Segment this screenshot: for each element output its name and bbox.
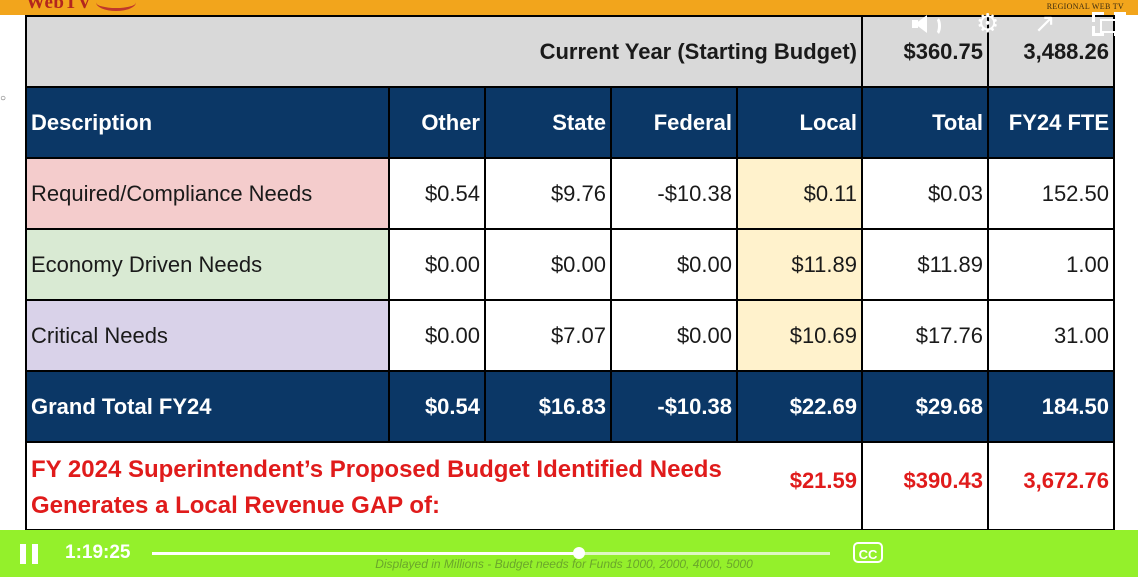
cell-other: $0.54 (388, 157, 486, 230)
grand-total-local: $22.69 (736, 370, 863, 443)
cell-other: $0.00 (388, 299, 486, 372)
closed-captions-icon[interactable]: CC (853, 542, 883, 563)
col-fte: FY24 FTE (987, 86, 1115, 159)
revenue-gap-local: $21.59 (737, 441, 863, 531)
cell-local: $11.89 (736, 228, 863, 301)
cell-total: $11.89 (861, 228, 989, 301)
logo-swoosh (96, 0, 136, 11)
settings-gear-icon[interactable]: ⚙ (976, 8, 1000, 38)
row-description: Critical Needs (25, 299, 390, 372)
cell-federal: $0.00 (610, 228, 738, 301)
pause-icon[interactable] (20, 544, 40, 564)
cursor-icon: ○ (0, 93, 7, 104)
col-other: Other (388, 86, 486, 159)
playback-time: 1:19:25 (65, 542, 131, 563)
col-total: Total (861, 86, 989, 159)
table-row: Economy Driven Needs $0.00 $0.00 $0.00 $… (25, 228, 1115, 301)
cell-federal: $0.00 (610, 299, 738, 372)
regional-web-tv-label: REGIONAL WEB TV (1046, 2, 1124, 11)
revenue-gap-fte: 3,672.76 (987, 441, 1115, 531)
cell-state: $0.00 (484, 228, 612, 301)
volume-speaker-cone (915, 15, 927, 33)
grand-total-fte: 184.50 (987, 370, 1115, 443)
cell-fte: 31.00 (987, 299, 1115, 372)
col-description: Description (25, 86, 390, 159)
col-federal: Federal (610, 86, 738, 159)
video-control-bar: 1:19:25 CC (0, 530, 1138, 577)
grand-total-other: $0.54 (388, 370, 486, 443)
budget-needs-table: Current Year (Starting Budget) $360.75 3… (25, 15, 1115, 531)
grand-total-row: Grand Total FY24 $0.54 $16.83 -$10.38 $2… (25, 370, 1115, 443)
cell-state: $7.07 (484, 299, 612, 372)
fullscreen-icon[interactable] (1092, 12, 1126, 36)
revenue-gap-row: FY 2024 Superintendent’s Proposed Budget… (25, 441, 1115, 531)
current-year-row: Current Year (Starting Budget) $360.75 3… (25, 15, 1115, 88)
budget-caption: Displayed in Millions - Budget needs for… (375, 557, 753, 571)
seek-bar-thumb[interactable] (573, 547, 586, 559)
cell-total: $17.76 (861, 299, 989, 372)
row-description: Economy Driven Needs (25, 228, 390, 301)
column-header-row: Description Other State Federal Local To… (25, 86, 1115, 159)
webtv-logo: WebTV (26, 0, 92, 13)
broadcast-banner: WebTV REGIONAL WEB TV (0, 0, 1138, 15)
cell-total: $0.03 (861, 157, 989, 230)
current-year-label: Current Year (Starting Budget) (25, 15, 863, 88)
row-description: Required/Compliance Needs (25, 157, 390, 230)
grand-total-label: Grand Total FY24 (25, 370, 390, 443)
col-state: State (484, 86, 612, 159)
table-row: Critical Needs $0.00 $7.07 $0.00 $10.69 … (25, 299, 1115, 372)
cell-local: $10.69 (736, 299, 863, 372)
volume-wave (930, 16, 941, 36)
revenue-gap-label: FY 2024 Superintendent’s Proposed Budget… (25, 441, 737, 531)
col-local: Local (736, 86, 863, 159)
grand-total-federal: -$10.38 (610, 370, 738, 443)
revenue-gap-total: $390.43 (861, 441, 989, 531)
seek-bar-progress (152, 552, 580, 555)
seek-bar[interactable] (152, 547, 830, 559)
grand-total-state: $16.83 (484, 370, 612, 443)
grand-total-total: $29.68 (861, 370, 989, 443)
share-icon[interactable]: ↗ (1034, 8, 1056, 38)
cell-other: $0.00 (388, 228, 486, 301)
cell-state: $9.76 (484, 157, 612, 230)
cell-local: $0.11 (736, 157, 863, 230)
cell-fte: 152.50 (987, 157, 1115, 230)
table-row: Required/Compliance Needs $0.54 $9.76 -$… (25, 157, 1115, 230)
cell-federal: -$10.38 (610, 157, 738, 230)
cell-fte: 1.00 (987, 228, 1115, 301)
